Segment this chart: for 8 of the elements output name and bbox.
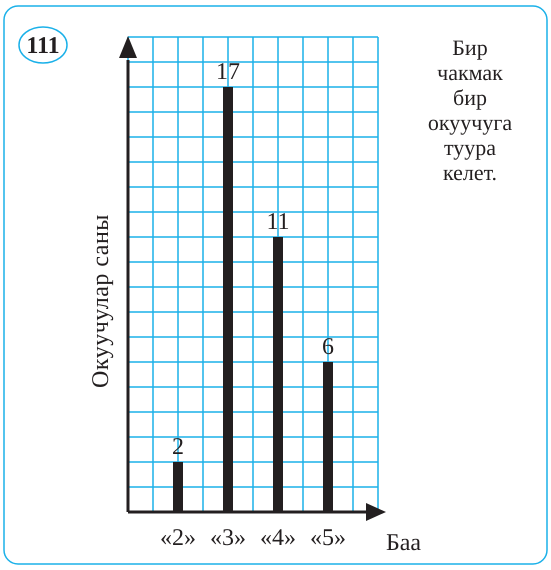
x-tick-label: «5»	[310, 525, 346, 551]
x-tick-label: «2»	[160, 525, 196, 551]
x-tick-label: «3»	[210, 525, 246, 551]
x-tick-label: «4»	[260, 525, 296, 551]
y-axis-title: Окуучулар саны	[88, 214, 114, 388]
chart-title: 111	[26, 33, 60, 59]
text: Бир чакмак бир окуучуга туура келет.	[428, 35, 512, 185]
x-axis-title: Баа	[386, 530, 422, 556]
